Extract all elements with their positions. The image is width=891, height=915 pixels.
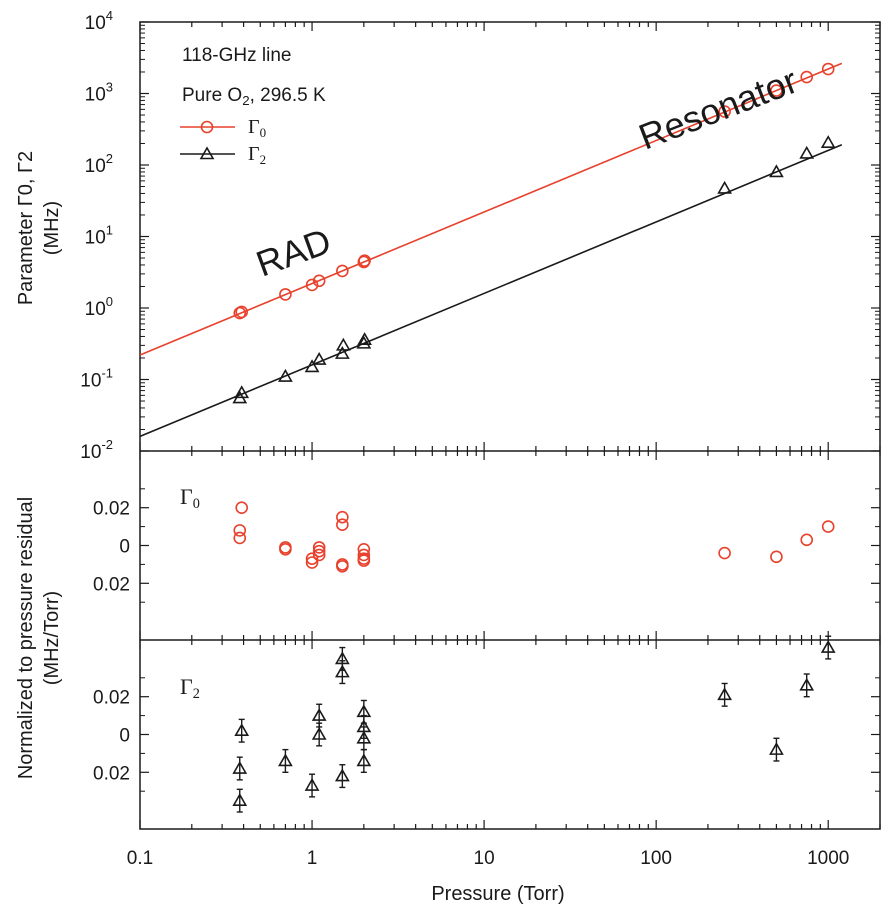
gamma0-data-point [718, 105, 731, 118]
gamma2-residual-point [820, 639, 836, 653]
y-tick-label: 0 [119, 537, 130, 558]
top-y-axis-label-line1: Parameter Γ0, Γ2 [15, 151, 37, 305]
gamma0-residual-point [718, 546, 731, 560]
gamma2-residual-point [278, 753, 293, 767]
y-tick-label: 0.02 [93, 688, 130, 709]
gamma0-residual-point [357, 548, 371, 562]
gamma2-data-point [799, 145, 815, 159]
gamma0-data-point [770, 84, 783, 97]
y-tick-label: 102 [85, 151, 113, 177]
x-axis-label: Pressure (Torr) [431, 883, 564, 905]
gamma0-data-point [800, 70, 814, 84]
y-tick-label: 100 [85, 294, 113, 320]
gamma2-data-point [311, 351, 327, 365]
x-tick-label: 0.1 [127, 848, 153, 869]
gamma0-residual-point [821, 520, 835, 533]
gamma0-residual-point [336, 518, 349, 532]
annotation-resonator: Resonator [633, 60, 803, 158]
y-tick-label: 0.02 [93, 763, 130, 784]
bottom-panel-label: Γ2 [180, 674, 200, 702]
gamma2-residual-point [232, 760, 248, 774]
top-y-axis-label-line2: (MHz) [41, 201, 63, 255]
legend-marker-gamma2 [199, 146, 215, 160]
annotation-conditions: Pure O2, 296.5 K [182, 85, 326, 108]
gamma2-residual-point [234, 723, 250, 737]
x-tick-label: 1000 [807, 848, 849, 869]
gamma2-residual-point [799, 677, 815, 691]
y-tick-label: 104 [85, 8, 113, 34]
y-tick-label: 0.02 [93, 574, 130, 595]
fit-line-gamma0 [139, 62, 843, 356]
annotation-line-name: 118-GHz line [182, 45, 291, 66]
gamma0-data-point [235, 305, 248, 319]
gamma2-residual-point [717, 687, 733, 701]
gamma0-residual-point [312, 544, 326, 558]
gamma0-residual-point [305, 552, 319, 566]
gamma0-data-point [279, 288, 292, 301]
y-tick-label: 10-2 [80, 437, 113, 463]
y-tick-label: 10-1 [80, 366, 113, 392]
y-tick-label: 103 [85, 80, 113, 106]
gamma0-data-point [312, 274, 326, 288]
gamma2-residual-point [311, 707, 327, 721]
gamma2-data-point [820, 135, 836, 149]
gamma2-data-point [335, 337, 351, 351]
legend-label-gamma2: Γ2 [248, 143, 266, 167]
gamma0-residual-point [800, 533, 814, 547]
gamma2-data-point [769, 164, 784, 178]
gamma2-residual-point [311, 726, 327, 740]
gamma2-residual-point [334, 664, 350, 678]
gamma2-data-point [304, 359, 320, 373]
gamma0-residual-point [336, 559, 349, 573]
gamma2-data-point [334, 346, 350, 359]
gamma2-residual-point [356, 753, 372, 767]
middle-panel-label: Γ0 [180, 484, 200, 512]
gamma0-residual-point [336, 510, 349, 524]
residual-y-axis-label-line1: Normalized to pressure residual [15, 497, 37, 779]
gamma0-residual-point [235, 501, 248, 515]
gamma0-residual-point [305, 556, 319, 569]
gamma0-residual-point [312, 541, 326, 554]
gamma2-residual-point [232, 793, 248, 806]
gamma0-residual-point [312, 548, 326, 562]
legend-marker-gamma0 [200, 120, 214, 134]
gamma0-residual-point [233, 524, 247, 537]
plot-frame [139, 21, 881, 830]
gamma0-residual-point [357, 554, 371, 567]
annotation-rad: RAD [251, 220, 336, 285]
gamma0-residual-point [233, 531, 247, 545]
gamma2-data-point [717, 180, 733, 194]
gamma2-residual-point [334, 768, 350, 782]
gamma0-residual-point [770, 550, 783, 564]
y-tick-label: 0.02 [93, 499, 130, 520]
x-tick-label: 1 [307, 848, 318, 869]
gamma0-residual-point [279, 542, 292, 556]
residual-y-axis-label-line2: (MHz/Torr) [41, 591, 63, 685]
gamma0-data-point [336, 264, 349, 278]
gamma0-data-point [305, 278, 319, 292]
legend-label-gamma0: Γ0 [248, 116, 266, 140]
gamma2-data-point [278, 368, 293, 382]
x-tick-label: 10 [474, 848, 495, 869]
gamma2-residual-point [356, 730, 372, 744]
gamma2-data-point [357, 332, 372, 346]
gamma2-data-point [234, 385, 250, 399]
gamma0-data-point [358, 254, 371, 267]
data-marks [139, 62, 843, 813]
gamma2-residual-point [769, 742, 784, 755]
plot-frames [139, 21, 881, 830]
y-tick-label: 101 [85, 223, 113, 249]
x-tick-label: 100 [640, 848, 672, 869]
gamma0-data-point [821, 62, 835, 76]
gamma2-residual-point [304, 777, 320, 791]
gamma2-data-point [356, 335, 372, 349]
y-tick-label: 0 [119, 726, 130, 747]
